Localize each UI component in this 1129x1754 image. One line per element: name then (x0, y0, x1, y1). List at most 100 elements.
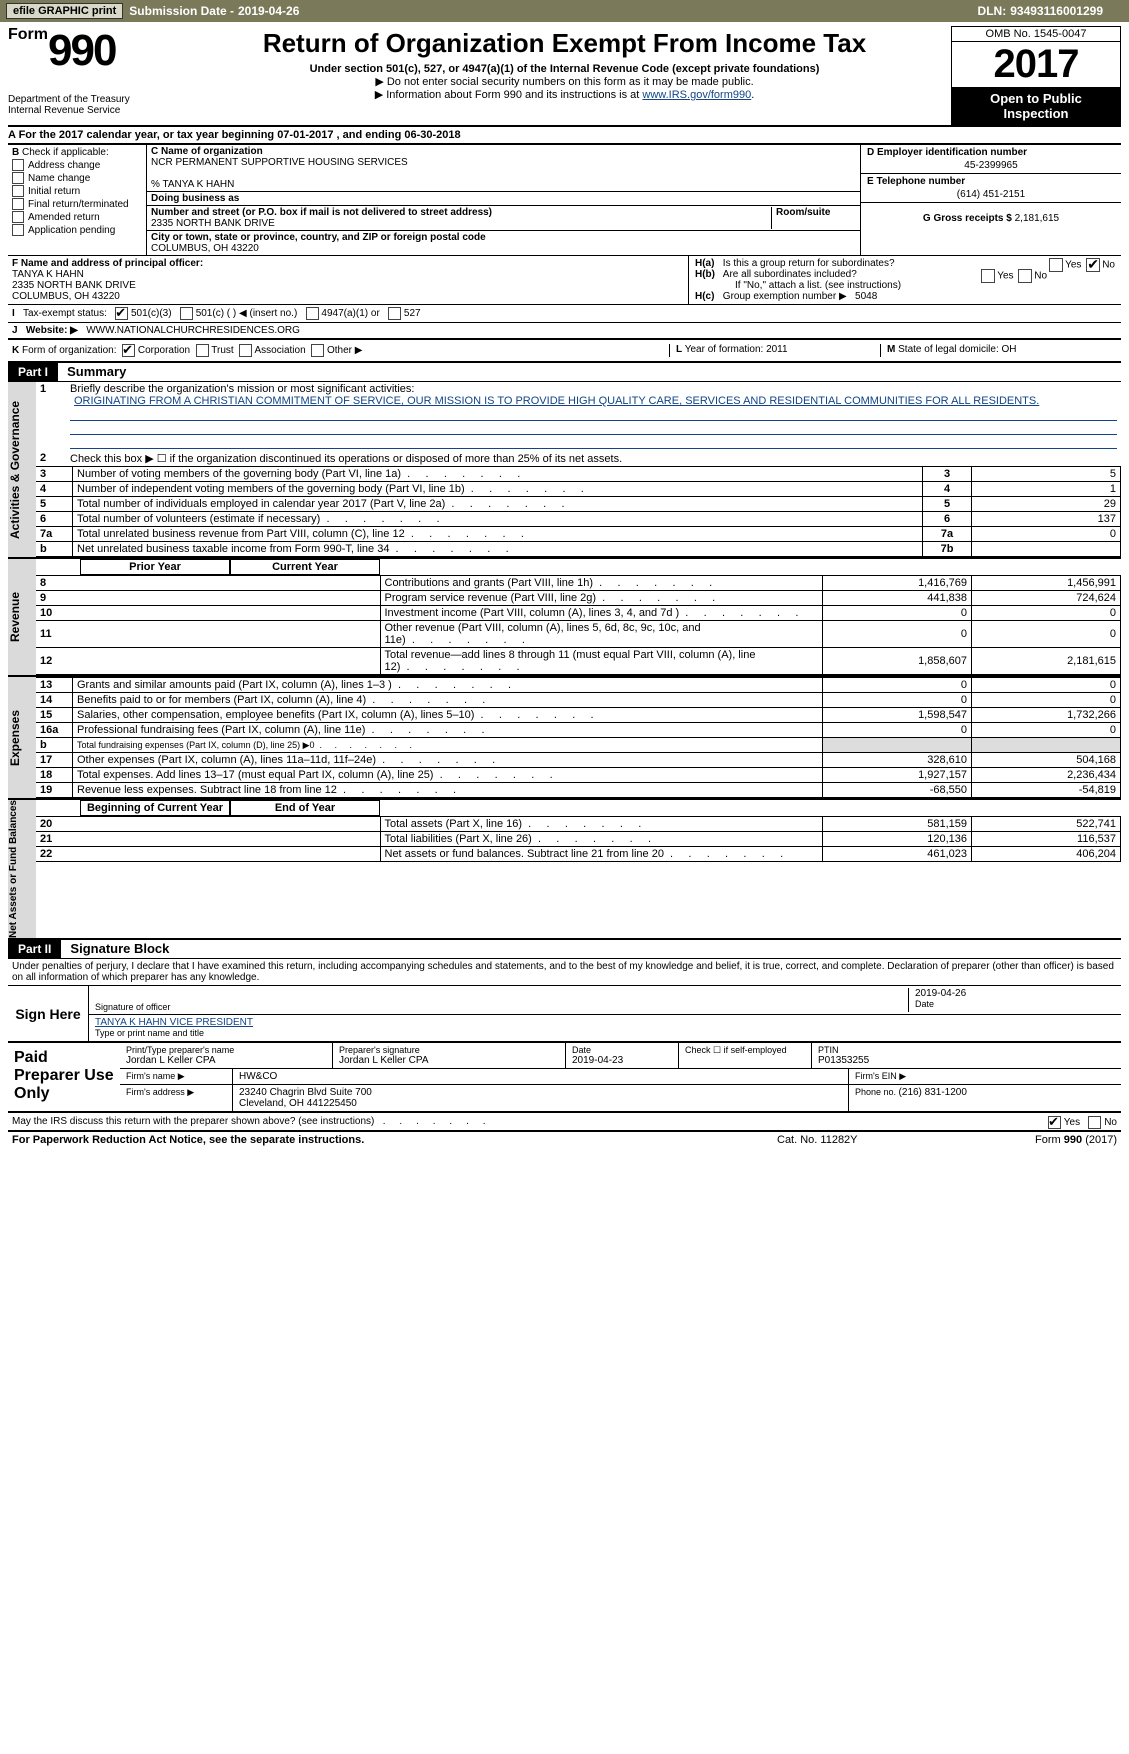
street-address: 2335 NORTH BANK DRIVE (151, 218, 275, 229)
top-bar: efile GRAPHIC print Submission Date - 20… (0, 0, 1129, 22)
governance-table: 3Number of voting members of the governi… (36, 466, 1121, 557)
netassets-table: Beginning of Current YearEnd of Year20To… (36, 800, 1121, 862)
officer-print-label: Type or print name and title (95, 1028, 204, 1038)
table-row: 10Investment income (Part VIII, column (… (36, 606, 1121, 621)
h-b-note: If "No," attach a list. (see instruction… (695, 280, 1115, 291)
sig-date: 2019-04-26 (915, 988, 966, 999)
k-other[interactable] (311, 344, 324, 357)
box-f: F Name and address of principal officer:… (8, 256, 689, 304)
part-ii-header: Part II (8, 940, 61, 958)
box-h: H(a) Is this a group return for subordin… (689, 256, 1121, 304)
sidebar-revenue: Revenue (8, 559, 36, 675)
open-public: Open to PublicInspection (951, 87, 1121, 125)
form-subtitle: Under section 501(c), 527, or 4947(a)(1)… (178, 63, 951, 75)
tax-year: 2017 (951, 42, 1121, 87)
sig-officer-label: Signature of officer (95, 1002, 908, 1012)
efile-button[interactable]: efile GRAPHIC print (6, 3, 123, 19)
officer-addr1: 2335 NORTH BANK DRIVE (12, 280, 136, 291)
year-formation: 2011 (766, 344, 788, 355)
table-row: 3Number of voting members of the governi… (36, 467, 1121, 482)
tel-value: (614) 451-2151 (867, 189, 1115, 200)
submission-date: 2019-04-26 (238, 4, 299, 18)
dept-treasury: Department of the Treasury (8, 94, 178, 105)
gross-value: 2,181,615 (1015, 213, 1060, 224)
i-4947[interactable] (306, 307, 319, 320)
part-i-title: Summary (67, 364, 126, 379)
box-b-item[interactable]: Address change (12, 159, 142, 171)
box-b-item[interactable]: Application pending (12, 224, 142, 236)
row-j-label: J (12, 325, 18, 336)
h-a-yes[interactable] (1049, 258, 1063, 272)
table-row: 13Grants and similar amounts paid (Part … (36, 678, 1121, 693)
table-row: 11Other revenue (Part VIII, column (A), … (36, 621, 1121, 648)
officer-name: TANYA K HAHN (12, 269, 84, 280)
org-name: NCR PERMANENT SUPPORTIVE HOUSING SERVICE… (151, 157, 408, 168)
table-row: 9Program service revenue (Part VIII, lin… (36, 591, 1121, 606)
firm-phone-label: Phone no. (855, 1087, 899, 1097)
h-b-no[interactable] (1018, 269, 1032, 283)
k-assoc[interactable] (239, 344, 252, 357)
irs-link[interactable]: www.IRS.gov/form990 (642, 89, 751, 101)
i-501c[interactable] (180, 307, 193, 320)
ptin-value: P01353255 (818, 1055, 1115, 1066)
org-name-label: C Name of organization (151, 146, 263, 157)
k-corp[interactable] (122, 344, 135, 357)
table-row: bNet unrelated business taxable income f… (36, 542, 1121, 557)
prep-sig: Jordan L Keller CPA (339, 1055, 559, 1066)
may-irs-yes[interactable] (1048, 1116, 1061, 1129)
box-b-item[interactable]: Initial return (12, 185, 142, 197)
expenses-table: 13Grants and similar amounts paid (Part … (36, 677, 1121, 798)
mission-text: ORIGINATING FROM A CHRISTIAN COMMITMENT … (70, 395, 1043, 407)
table-row: 19Revenue less expenses. Subtract line 1… (36, 783, 1121, 798)
row-a-tax-year: A For the 2017 calendar year, or tax yea… (8, 127, 1121, 143)
box-b-item[interactable]: Name change (12, 172, 142, 184)
table-row: 17Other expenses (Part IX, column (A), l… (36, 753, 1121, 768)
paperwork-notice: For Paperwork Reduction Act Notice, see … (12, 1134, 777, 1146)
table-row: 7aTotal unrelated business revenue from … (36, 527, 1121, 542)
sidebar-expenses: Expenses (8, 677, 36, 798)
state-domicile: OH (1002, 344, 1017, 355)
h-a-no[interactable] (1086, 258, 1100, 272)
table-row: 21Total liabilities (Part X, line 26)120… (36, 832, 1121, 847)
i-527[interactable] (388, 307, 401, 320)
box-b-item[interactable]: Final return/terminated (12, 198, 142, 210)
sign-here-label: Sign Here (8, 986, 89, 1041)
form-title: Return of Organization Exempt From Incom… (178, 28, 951, 59)
box-b: B Check if applicable: Address changeNam… (8, 145, 147, 255)
firm-addr-label: Firm's address ▶ (120, 1085, 233, 1111)
dba-label: Doing business as (151, 193, 239, 204)
jurat-text: Under penalties of perjury, I declare th… (8, 959, 1121, 985)
care-of: % TANYA K HAHN (151, 179, 234, 190)
dln-label: DLN: (978, 4, 1007, 18)
firm-addr1: 23240 Chagrin Blvd Suite 700 (239, 1087, 372, 1098)
self-emp-label: Check ☐ if self-employed (685, 1045, 805, 1056)
row-i-label: I (12, 308, 15, 319)
may-irs-no[interactable] (1088, 1116, 1101, 1129)
form-note-2: ▶ Information about Form 990 and its ins… (178, 88, 951, 101)
box-c: C Name of organization NCR PERMANENT SUP… (147, 145, 860, 255)
revenue-table: Prior YearCurrent Year8Contributions and… (36, 559, 1121, 675)
h-c-value: 5048 (855, 291, 877, 302)
table-row: 8Contributions and grants (Part VIII, li… (36, 576, 1121, 591)
k-trust[interactable] (196, 344, 209, 357)
officer-print-name: TANYA K HAHN VICE PRESIDENT (95, 1017, 253, 1028)
i-501c3[interactable] (115, 307, 128, 320)
officer-addr2: COLUMBUS, OH 43220 (12, 291, 120, 302)
table-row: 20Total assets (Part X, line 16)581,1595… (36, 817, 1121, 832)
box-b-item[interactable]: Amended return (12, 211, 142, 223)
table-row: 16aProfessional fundraising fees (Part I… (36, 723, 1121, 738)
form-footer: Form 990 (2017) (937, 1134, 1117, 1146)
submission-label: Submission Date - (129, 4, 234, 18)
prep-sig-label: Preparer's signature (339, 1045, 559, 1055)
part-ii-title: Signature Block (70, 941, 169, 956)
firm-addr2: Cleveland, OH 441225450 (239, 1098, 357, 1109)
h-b-yes[interactable] (981, 269, 995, 283)
city-value: COLUMBUS, OH 43220 (151, 243, 259, 254)
prep-name-label: Print/Type preparer's name (126, 1045, 326, 1055)
table-row: 5Total number of individuals employed in… (36, 497, 1121, 512)
room-label: Room/suite (776, 207, 830, 218)
table-row: bTotal fundraising expenses (Part IX, co… (36, 738, 1121, 753)
prep-date: 2019-04-23 (572, 1055, 672, 1066)
sidebar-netassets: Net Assets or Fund Balances (8, 800, 36, 938)
addr-label: Number and street (or P.O. box if mail i… (151, 207, 492, 218)
